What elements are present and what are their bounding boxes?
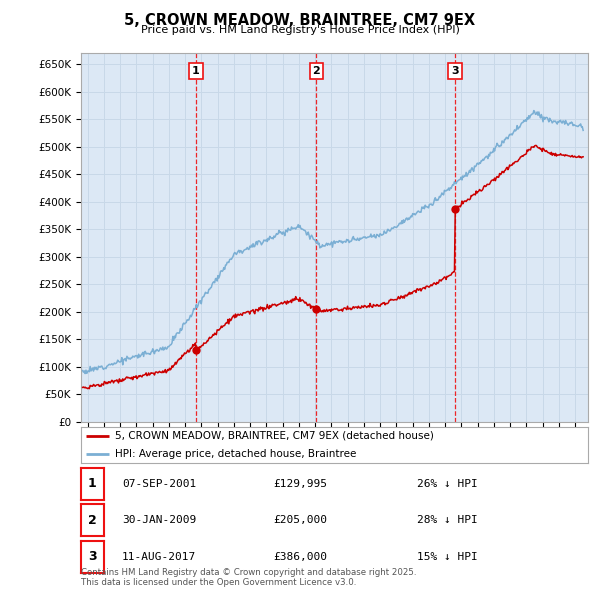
- Text: £129,995: £129,995: [273, 479, 327, 489]
- Text: 15% ↓ HPI: 15% ↓ HPI: [417, 552, 478, 562]
- Text: Contains HM Land Registry data © Crown copyright and database right 2025.
This d: Contains HM Land Registry data © Crown c…: [81, 568, 416, 587]
- Text: £386,000: £386,000: [273, 552, 327, 562]
- Text: £205,000: £205,000: [273, 516, 327, 525]
- Text: 5, CROWN MEADOW, BRAINTREE, CM7 9EX: 5, CROWN MEADOW, BRAINTREE, CM7 9EX: [124, 13, 476, 28]
- Text: 1: 1: [192, 66, 200, 76]
- Text: 3: 3: [451, 66, 459, 76]
- Text: 1: 1: [88, 477, 97, 490]
- Text: 07-SEP-2001: 07-SEP-2001: [122, 479, 196, 489]
- Text: HPI: Average price, detached house, Braintree: HPI: Average price, detached house, Brai…: [115, 449, 357, 459]
- Text: Price paid vs. HM Land Registry's House Price Index (HPI): Price paid vs. HM Land Registry's House …: [140, 25, 460, 35]
- Text: 3: 3: [88, 550, 97, 563]
- Text: 2: 2: [88, 514, 97, 527]
- Text: 2: 2: [313, 66, 320, 76]
- Text: 5, CROWN MEADOW, BRAINTREE, CM7 9EX (detached house): 5, CROWN MEADOW, BRAINTREE, CM7 9EX (det…: [115, 431, 434, 441]
- Text: 11-AUG-2017: 11-AUG-2017: [122, 552, 196, 562]
- Text: 26% ↓ HPI: 26% ↓ HPI: [417, 479, 478, 489]
- Text: 28% ↓ HPI: 28% ↓ HPI: [417, 516, 478, 525]
- Text: 30-JAN-2009: 30-JAN-2009: [122, 516, 196, 525]
